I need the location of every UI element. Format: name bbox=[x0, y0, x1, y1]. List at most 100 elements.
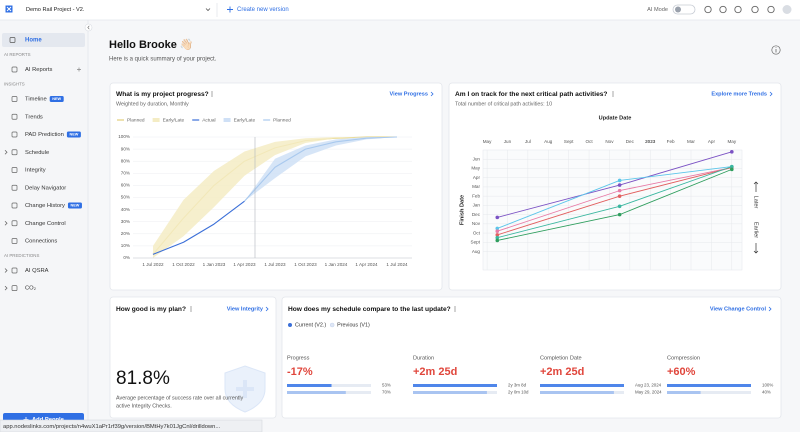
create-version-button[interactable]: Create new version bbox=[237, 7, 289, 13]
legend-swatch bbox=[223, 118, 231, 122]
nav-item[interactable] bbox=[2, 281, 85, 295]
x-tick-label: Jul bbox=[525, 139, 531, 144]
metric-value: +2m 25d bbox=[413, 366, 457, 378]
status-bar bbox=[0, 419, 263, 432]
x-tick-label: 1 Jan 2023 bbox=[203, 262, 226, 267]
x-tick-label: Jun bbox=[504, 139, 512, 144]
nav-icon bbox=[11, 66, 18, 73]
menu-dot bbox=[190, 310, 192, 312]
card-link[interactable]: Explore more Trends bbox=[711, 91, 767, 97]
ai-mode-label: AI Mode bbox=[647, 7, 668, 13]
metric-bar bbox=[287, 384, 332, 387]
y-tick-label: Jan bbox=[473, 203, 481, 208]
x-tick-label: Apr bbox=[708, 139, 716, 144]
series-point bbox=[495, 226, 500, 231]
y-tick-label: May bbox=[471, 166, 480, 171]
arrow-up bbox=[753, 181, 759, 192]
band bbox=[244, 137, 397, 202]
toggle-knob bbox=[675, 6, 681, 13]
nav-label: Integrity bbox=[25, 168, 46, 174]
menu-dot bbox=[190, 306, 192, 308]
nav-icon bbox=[11, 149, 18, 156]
card-title: How good is my plan? bbox=[116, 306, 186, 313]
nav-icon bbox=[11, 238, 18, 244]
nav-item-active[interactable] bbox=[2, 33, 85, 47]
metric-label: Compression bbox=[667, 355, 700, 361]
metric-bar-label: Aug 23, 2024 bbox=[635, 383, 662, 388]
shield-cross bbox=[236, 380, 254, 398]
info-icon bbox=[771, 45, 781, 55]
toolbar-icon[interactable] bbox=[704, 5, 712, 14]
metric-bar bbox=[540, 391, 614, 394]
x-tick-label: 1 Jan 2024 bbox=[325, 262, 348, 267]
x-tick-label: 1 Apr 2024 bbox=[355, 262, 378, 267]
card-title: Am I on track for the next critical path… bbox=[455, 91, 607, 98]
nav-label: Change History bbox=[25, 203, 65, 209]
nav-label: Trends bbox=[25, 114, 43, 120]
nav-section-title: INSIGHTS bbox=[4, 82, 25, 87]
nav-icon bbox=[11, 167, 18, 173]
metric-value: +60% bbox=[667, 366, 696, 378]
metric-label: Duration bbox=[413, 355, 434, 361]
y-tick-label: Jun bbox=[473, 156, 481, 161]
card-link[interactable]: View Progress bbox=[390, 91, 428, 97]
nav-icon bbox=[11, 96, 18, 102]
nav-section-title: AI REPORTS bbox=[4, 52, 31, 57]
metric-bar-label: 40% bbox=[762, 390, 771, 395]
legend-label: Planned bbox=[273, 117, 291, 123]
y-tick-label: Oct bbox=[473, 230, 481, 235]
y-tick-label: 80% bbox=[121, 158, 130, 163]
nav-label: Schedule bbox=[25, 150, 49, 156]
toolbar-icon[interactable] bbox=[719, 5, 727, 14]
nav-section-title: AI PREDICTIONS bbox=[4, 253, 39, 258]
series-point bbox=[495, 215, 500, 220]
x-tick-label: 1 Oct 2022 bbox=[172, 262, 195, 267]
menu-dot bbox=[190, 308, 192, 310]
toolbar-icon[interactable] bbox=[767, 5, 775, 14]
plot-area bbox=[482, 149, 743, 271]
arrow-down bbox=[753, 243, 759, 254]
badge bbox=[49, 96, 64, 102]
series-point bbox=[730, 167, 734, 172]
add-icon bbox=[77, 67, 81, 72]
expand-icon bbox=[4, 149, 8, 155]
nav-item[interactable] bbox=[2, 110, 85, 124]
topbar bbox=[0, 0, 800, 20]
toolbar-icon[interactable] bbox=[751, 5, 759, 14]
metric-bar bbox=[413, 391, 487, 394]
integrity-description: Average percentage of success rate over … bbox=[116, 395, 244, 401]
metric-bar-label: May 29, 2024 bbox=[635, 390, 662, 395]
nav-icon bbox=[11, 184, 18, 191]
chevron-icon bbox=[769, 91, 773, 97]
x-tick-label: May bbox=[727, 139, 736, 144]
metric-label: Progress bbox=[287, 355, 310, 361]
x-tick-label: Nov bbox=[605, 139, 614, 144]
menu-dot bbox=[211, 91, 213, 93]
legend-label: Planned bbox=[127, 117, 145, 123]
y-tick-label: Sept bbox=[471, 240, 481, 245]
card-subtitle: Total number of critical path activities… bbox=[455, 101, 552, 107]
metric-bar-label: 2y 3m 8d bbox=[508, 383, 527, 388]
annotation: Earlier bbox=[753, 222, 759, 238]
badge-text: NEW bbox=[71, 204, 80, 208]
x-tick-label: Dec bbox=[626, 139, 635, 144]
nav-label: AI Reports bbox=[25, 67, 52, 73]
metric-bar bbox=[413, 384, 497, 387]
metric-bar-label: 70% bbox=[382, 390, 391, 395]
card-link[interactable]: View Integrity bbox=[227, 306, 264, 312]
toolbar-icon[interactable] bbox=[734, 5, 742, 14]
nav-icon bbox=[11, 220, 18, 227]
menu-dot bbox=[612, 93, 614, 95]
series-point bbox=[730, 150, 734, 154]
menu-dot bbox=[454, 306, 456, 308]
menu-dot bbox=[454, 308, 456, 310]
series-point bbox=[617, 183, 622, 187]
card-subtitle: Weighted by duration, Monthly bbox=[116, 101, 189, 107]
menu-dot bbox=[612, 91, 614, 93]
sidebar-collapse bbox=[84, 23, 93, 32]
nav-label: Change Control bbox=[25, 221, 66, 227]
card-link[interactable]: View Change Control bbox=[710, 306, 767, 312]
x-tick-label: 2023 bbox=[645, 139, 656, 144]
